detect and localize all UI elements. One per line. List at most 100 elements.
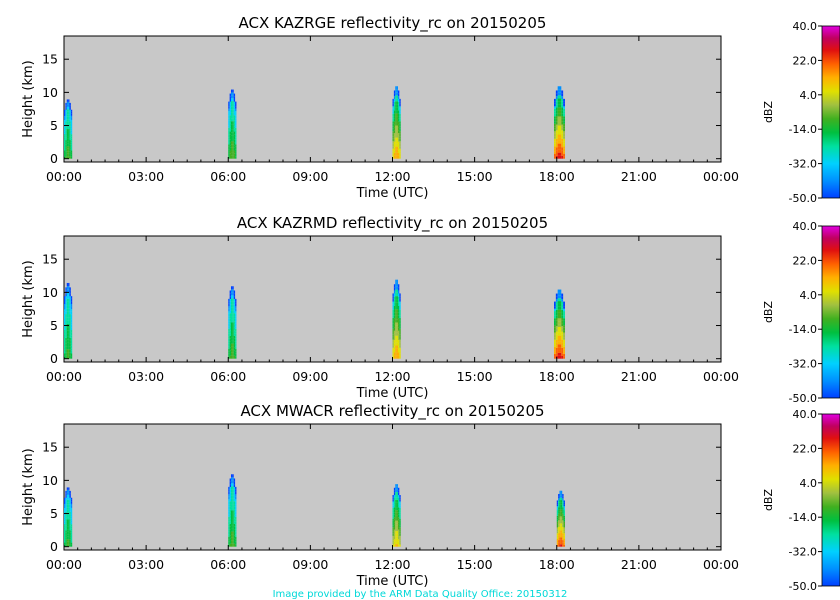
- echo-cell: [557, 146, 560, 150]
- echo-cell: [228, 139, 230, 143]
- echo-cell: [228, 316, 230, 319]
- echo-cell: [393, 293, 396, 297]
- echo-cell: [395, 286, 397, 290]
- echo-cell: [397, 302, 400, 306]
- echo-cell: [396, 149, 398, 153]
- echo-cell: [555, 296, 558, 299]
- echo-cell: [392, 503, 394, 506]
- echo-cell: [68, 311, 70, 315]
- echo-cell: [392, 146, 394, 149]
- footer-credit: Image provided by the ARM Data Quality O…: [273, 589, 568, 600]
- echo-cell: [235, 156, 237, 159]
- echo-cell: [559, 490, 561, 494]
- echo-cell: [70, 532, 73, 535]
- echo-cell: [560, 495, 563, 498]
- echo-cell: [235, 311, 237, 314]
- echo-cell: [559, 86, 562, 90]
- colorbar-tick-label: 4.0: [800, 89, 818, 102]
- echo-cell: [396, 536, 398, 539]
- echo-cell: [395, 95, 397, 99]
- echo-cell: [396, 140, 398, 144]
- echo-cell: [230, 310, 233, 314]
- echo-cell: [70, 140, 73, 143]
- echo-cell: [229, 290, 231, 294]
- echo-cell: [64, 117, 66, 120]
- echo-cell: [396, 499, 398, 503]
- echo-cell: [68, 349, 70, 353]
- echo-cell: [557, 155, 560, 159]
- echo-cell: [559, 335, 562, 339]
- echo-cell: [68, 298, 70, 302]
- echo-cell: [395, 486, 397, 490]
- echo-cell: [558, 498, 560, 501]
- echo-cell: [229, 321, 231, 325]
- echo-cell: [232, 346, 234, 350]
- echo-cell: [397, 527, 400, 530]
- x-tick-label: 00:00: [703, 557, 739, 572]
- echo-cell: [68, 352, 70, 356]
- echo-cell: [396, 329, 398, 333]
- echo-cell: [69, 518, 71, 522]
- echo-cell: [69, 509, 71, 512]
- echo-cell: [560, 518, 563, 522]
- echo-cell: [563, 346, 565, 350]
- echo-cell: [559, 341, 562, 345]
- echo-cell: [233, 96, 236, 99]
- echo-cell: [235, 134, 237, 138]
- echo-column: [554, 289, 565, 359]
- echo-cell: [229, 101, 231, 105]
- echo-cell: [393, 524, 396, 528]
- echo-cell: [68, 121, 70, 125]
- echo-cell: [235, 127, 237, 131]
- echo-cell: [232, 129, 234, 133]
- echo-cell: [235, 308, 237, 312]
- echo-cell: [554, 153, 556, 157]
- x-tick-label: 03:00: [128, 369, 164, 384]
- echo-cell: [65, 126, 67, 129]
- echo-cell: [395, 155, 397, 159]
- echo-cell: [563, 103, 565, 107]
- echo-cell: [233, 155, 236, 159]
- echo-cell: [65, 535, 67, 538]
- echo-cell: [396, 302, 398, 307]
- echo-cell: [397, 153, 400, 156]
- echo-cell: [230, 95, 233, 99]
- echo-cell: [397, 141, 400, 145]
- echo-cell: [563, 538, 565, 541]
- echo-cell: [69, 287, 71, 291]
- echo-cell: [557, 125, 560, 129]
- echo-cell: [64, 138, 66, 141]
- echo-cell: [397, 93, 400, 97]
- echo-cell: [393, 107, 396, 111]
- echo-cell: [395, 104, 397, 108]
- echo-cell: [229, 333, 231, 336]
- echo-cell: [397, 495, 400, 498]
- echo-cell: [68, 494, 70, 498]
- echo-cell: [395, 538, 397, 542]
- echo-cell: [559, 535, 561, 538]
- echo-cell: [396, 484, 398, 487]
- echo-cell: [393, 544, 396, 547]
- echo-cell: [559, 155, 562, 159]
- echo-cell: [66, 143, 69, 147]
- echo-cell: [395, 536, 397, 539]
- echo-cell: [69, 334, 71, 338]
- echo-cell: [397, 293, 400, 297]
- echo-cell: [395, 512, 397, 516]
- echo-cell: [228, 130, 230, 133]
- echo-cell: [397, 343, 400, 347]
- echo-cell: [399, 108, 401, 112]
- echo-cell: [69, 140, 71, 143]
- echo-cell: [65, 528, 67, 531]
- echo-cell: [554, 327, 556, 331]
- echo-cell: [559, 315, 562, 319]
- echo-cell: [392, 355, 394, 359]
- echo-cell: [397, 324, 400, 328]
- echo-cell: [64, 335, 66, 338]
- echo-cell: [397, 101, 400, 105]
- echo-cell: [230, 109, 233, 113]
- echo-cell: [228, 514, 230, 517]
- echo-cell: [64, 532, 66, 535]
- echo-cell: [393, 299, 396, 303]
- echo-cell: [396, 155, 398, 159]
